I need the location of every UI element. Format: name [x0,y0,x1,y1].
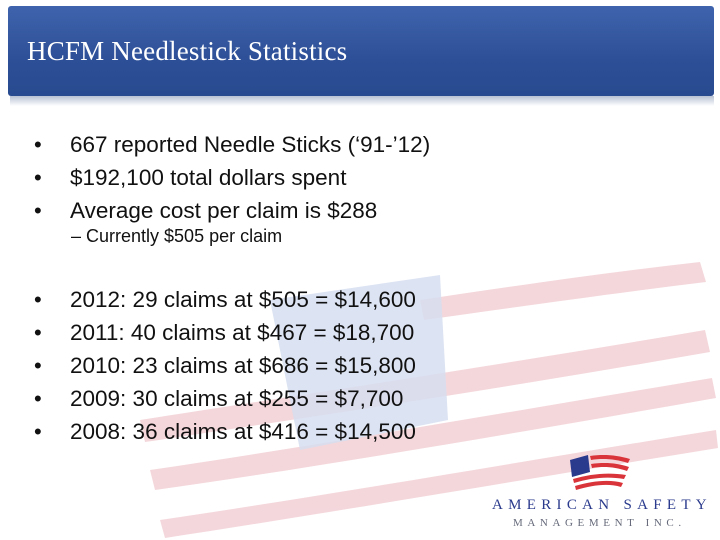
slide-title: HCFM Needlestick Statistics [27,36,348,66]
yearly-claims-list: 2012: 29 claims at $505 = $14,600 2011: … [34,283,416,448]
sub-bullet: – Currently $505 per claim [71,226,283,246]
bullet-item: 667 reported Needle Sticks (‘91-’12) [34,128,430,161]
year-bullet-item: 2009: 30 claims at $255 = $7,700 [34,382,416,415]
title-bar [8,6,714,96]
year-bullet-item: 2011: 40 claims at $467 = $18,700 [34,316,416,349]
bullet-item: $192,100 total dollars spent [34,161,430,194]
logo-wordmark: AMERICAN SAFETY [492,497,712,513]
summary-bullet-list: 667 reported Needle Sticks (‘91-’12) $19… [34,128,430,227]
flag-logo-icon [570,455,630,490]
title-bar-shadow [10,96,714,106]
logo-subtitle: MANAGEMENT INC. [513,517,686,529]
bullet-item: Average cost per claim is $288 [34,194,430,227]
year-bullet-item: 2008: 36 claims at $416 = $14,500 [34,415,416,448]
year-bullet-item: 2010: 23 claims at $686 = $15,800 [34,349,416,382]
year-bullet-item: 2012: 29 claims at $505 = $14,600 [34,283,416,316]
